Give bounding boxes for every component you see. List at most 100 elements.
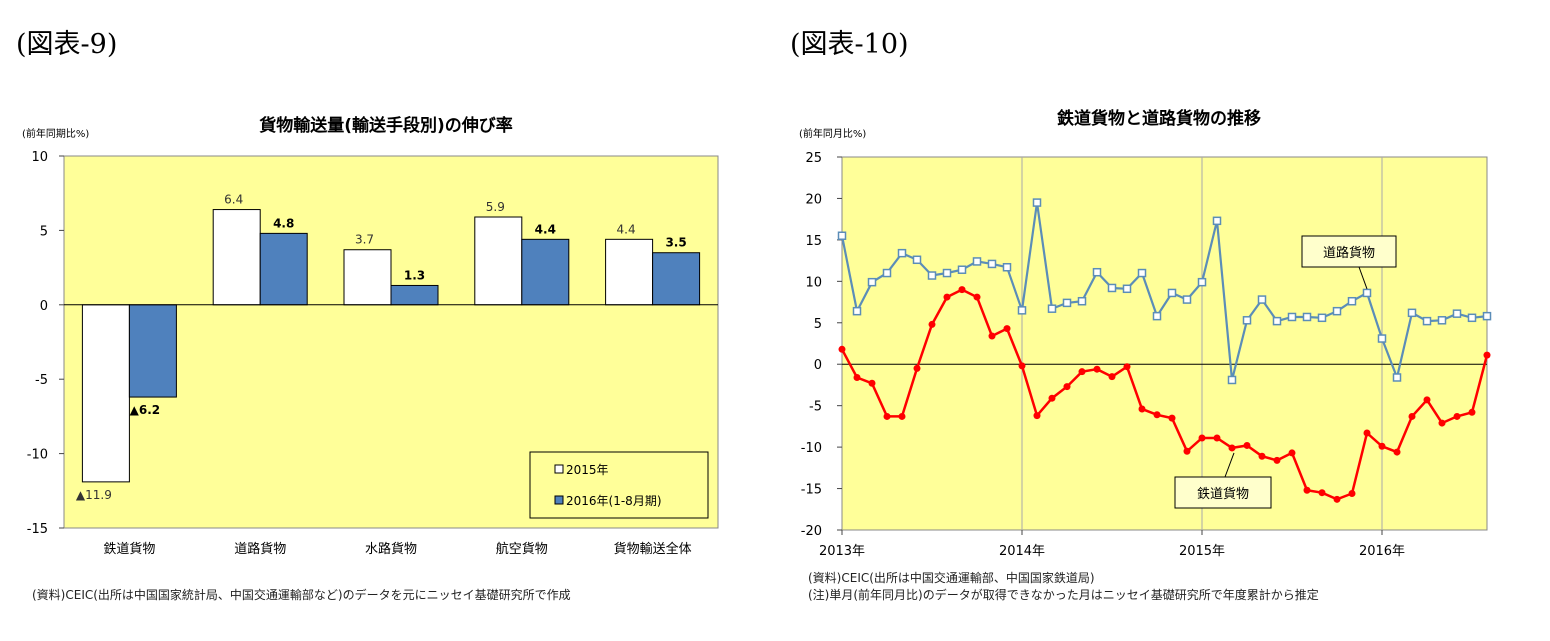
source-note-right-1: (資料)CEIC(出所は中国交通運輸部、中国国家鉄道局) [808,571,1095,585]
y-axis-label: (前年同月比%) [799,127,866,140]
data-point [1257,295,1267,304]
data-point [1318,489,1326,497]
y-tick-label: -10 [801,441,822,456]
source-note-right-2: (注)単月(前年同月比)のデータが取得できなかった月はニッセイ基礎研究所で年度累… [808,588,1319,602]
legend-swatch [554,464,564,474]
data-point [882,268,892,278]
data-point [883,412,891,420]
data-point [1408,412,1416,420]
data-point [1197,277,1207,287]
data-point [1137,268,1147,278]
data-point [1347,296,1357,306]
data-point [1212,216,1222,226]
x-category-label: 水路貨物 [365,541,417,557]
chart-title: 貨物輸送量(輸送手段別)の伸び率 [259,115,513,136]
x-category-label: 航空貨物 [496,541,548,557]
data-point [1302,312,1312,322]
data-point [1438,419,1446,427]
y-tick-label: 25 [805,151,822,166]
data-point [1273,456,1281,464]
data-point [1392,373,1402,382]
data-point [972,257,982,266]
callout-box [1301,235,1397,268]
data-point [867,277,877,287]
legend-label: 2015年 [566,463,609,477]
data-point [1002,262,1012,272]
data-point [1483,351,1491,359]
data-point [1242,316,1252,325]
data-point [868,379,876,387]
data-point [928,320,936,328]
data-point [957,265,967,274]
bar [474,216,523,306]
data-point [1288,449,1296,457]
data-point [1377,334,1387,343]
data-point [958,286,966,294]
data-point [1107,283,1117,293]
y-tick-label: -10 [27,448,48,463]
data-point [1378,442,1386,450]
data-point [913,364,921,372]
data-point [1227,375,1237,385]
bar-data-label: 3.7 [355,233,374,247]
data-point [1348,490,1356,498]
data-point [1243,441,1251,449]
data-point [1033,412,1041,420]
data-point [1213,434,1221,442]
data-point [1363,429,1371,437]
y-tick-label: -5 [35,373,48,388]
y-tick-label: 0 [814,358,822,373]
data-point [1287,312,1297,322]
data-point [1333,495,1341,503]
data-point [1017,306,1027,315]
data-point [1062,298,1072,308]
data-point [1138,405,1146,413]
figure-label-right: (図表-10) [790,29,909,60]
data-point [852,306,862,316]
x-tick-label: 2016年 [1359,544,1405,559]
y-tick-label: 5 [40,224,48,239]
data-point [912,255,922,265]
data-point [943,293,951,301]
data-point [1168,414,1176,422]
data-point [1092,267,1102,277]
data-point [973,293,981,301]
data-point [1108,373,1116,381]
data-point [1453,412,1461,420]
data-point [927,271,937,280]
bar-data-label: ▲11.9 [76,488,112,502]
data-point [987,259,997,269]
bar-data-label: 6.4 [224,193,243,207]
legend-swatch [554,495,564,505]
data-point [1093,365,1101,373]
legend-label: 2016年(1-8月期) [566,494,662,508]
y-tick-label: 15 [805,234,822,249]
x-tick-label: 2013年 [819,544,865,559]
data-point [838,345,846,353]
data-point [853,373,861,381]
bar-data-label: 4.8 [273,216,294,230]
bar [652,252,701,306]
bar-data-label: ▲6.2 [130,403,161,417]
data-point [897,248,907,258]
data-point [1332,306,1342,316]
bar [390,284,439,306]
data-point [1303,486,1311,494]
source-note-left: (資料)CEIC(出所は中国国家統計局、中国交通運輸部など)のデータを元にニッセ… [32,588,571,602]
callout-leader [1358,266,1368,290]
data-point [1393,448,1401,456]
bar [343,249,392,306]
data-point [1468,408,1476,416]
x-tick-label: 2014年 [999,544,1045,559]
chart-title: 鉄道貨物と道路貨物の推移 [1057,108,1261,129]
x-category-label: 貨物輸送全体 [614,541,692,557]
bar-data-label: 4.4 [617,222,636,236]
data-point [1272,316,1282,326]
data-point [1003,325,1011,333]
y-axis-label: (前年同期比%) [22,127,89,140]
data-point [1362,288,1372,298]
data-point [1437,316,1447,325]
data-point [1018,362,1026,370]
data-point [1063,383,1071,391]
data-point [988,332,996,340]
